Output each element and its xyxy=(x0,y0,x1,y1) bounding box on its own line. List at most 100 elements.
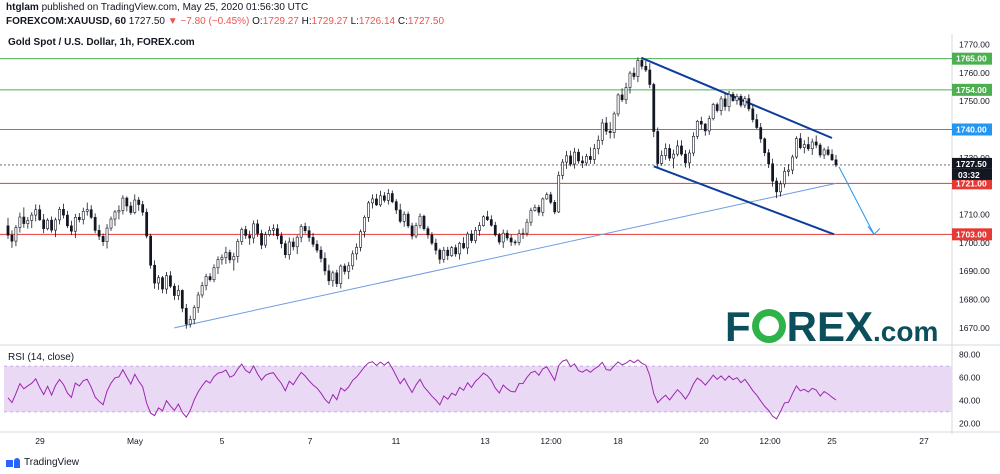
candle-body-down xyxy=(553,202,557,213)
open-value: 1729.27 xyxy=(262,16,299,27)
projection-arrow-head xyxy=(867,226,881,236)
candle-body-down xyxy=(149,235,153,266)
candle-body-down xyxy=(173,285,176,296)
candle-body-up xyxy=(695,120,699,137)
candle-body-down xyxy=(640,60,644,67)
price-level-label: 1754.00 xyxy=(956,85,987,95)
candle-body-down xyxy=(604,122,608,132)
candle-body-down xyxy=(180,290,184,309)
candle-body-up xyxy=(363,217,366,233)
candle-body-down xyxy=(814,141,818,146)
candle-body-down xyxy=(493,224,497,236)
countdown-label-bg xyxy=(952,168,992,180)
candle-body-up xyxy=(299,226,303,238)
candle-body-up xyxy=(442,249,446,260)
candle-body-down xyxy=(315,243,319,251)
candle-body-down xyxy=(97,230,101,237)
candle-body-down xyxy=(771,163,774,182)
candle-body-down xyxy=(763,138,767,154)
candle-body-up xyxy=(192,307,196,320)
close-label: C: xyxy=(397,16,408,27)
candle-body-up xyxy=(367,202,370,218)
candle-body-up xyxy=(616,94,620,115)
low-label: L: xyxy=(350,16,359,27)
candle-body-up xyxy=(450,247,454,256)
time-tick-label: 7 xyxy=(308,436,313,446)
time-tick-label: 29 xyxy=(35,436,45,446)
candle-body-up xyxy=(664,148,668,156)
candle-body-down xyxy=(755,119,759,128)
countdown-label: 03:32 xyxy=(958,170,980,180)
candle-body-down xyxy=(184,307,188,325)
open-label: O: xyxy=(252,16,263,27)
candle-body-down xyxy=(394,201,398,211)
price-level-label-bg xyxy=(952,228,992,241)
candle-body-down xyxy=(430,234,434,244)
rsi-tick-label: 80.00 xyxy=(959,350,981,360)
candle-body-up xyxy=(719,98,723,111)
forex-logo: F REX.com xyxy=(725,306,938,353)
candle-body-up xyxy=(517,233,521,243)
projection-arrow-line xyxy=(838,166,875,235)
candle-body-down xyxy=(125,197,129,207)
candle-body-down xyxy=(283,243,287,256)
price-level-label: 1740.00 xyxy=(956,125,987,135)
candle-body-down xyxy=(723,98,727,107)
candle-body-down xyxy=(569,155,572,165)
candle-body-up xyxy=(822,149,826,156)
logo-dotcom: .com xyxy=(873,316,939,347)
candle-body-down xyxy=(66,214,69,227)
candle-body-up xyxy=(379,195,382,206)
candle-body-up xyxy=(216,259,220,269)
current-price-label: 1727.50 xyxy=(956,159,987,169)
chart-title: Gold Spot / U.S. Dollar, 1h, FOREX.com xyxy=(8,37,195,48)
candle-body-down xyxy=(398,209,402,222)
candle-body-up xyxy=(347,265,351,272)
low-value: 1726.14 xyxy=(358,16,396,27)
candle-body-up xyxy=(287,241,291,256)
candle-body-down xyxy=(739,96,743,106)
candle-body-up xyxy=(30,214,34,221)
candle-body-up xyxy=(691,136,695,154)
candle-body-up xyxy=(810,141,814,150)
candle-body-up xyxy=(688,152,691,164)
candle-body-up xyxy=(743,98,747,106)
candle-body-up xyxy=(113,211,117,220)
candle-body-up xyxy=(628,72,632,88)
candle-body-down xyxy=(38,209,42,221)
candle-body-down xyxy=(153,264,156,284)
candle-body-up xyxy=(268,230,271,235)
candle-body-down xyxy=(169,275,172,287)
candle-body-down xyxy=(588,156,592,160)
channel-lower-line xyxy=(653,165,835,236)
logo-o-icon xyxy=(751,309,786,343)
candle-body-up xyxy=(58,209,61,221)
price-level-label-bg xyxy=(952,83,992,96)
candle-body-down xyxy=(6,225,10,236)
candle-body-up xyxy=(676,145,679,155)
time-tick-label: 12:00 xyxy=(540,436,562,446)
candle-body-up xyxy=(117,210,121,213)
candle-body-up xyxy=(672,153,675,159)
price-level-label-bg xyxy=(952,177,992,190)
candle-body-down xyxy=(485,216,489,220)
candle-body-down xyxy=(260,233,263,246)
candle-body-up xyxy=(339,265,343,284)
candle-body-down xyxy=(323,258,327,272)
time-tick-label: 13 xyxy=(480,436,490,446)
candle-body-down xyxy=(549,194,553,203)
username[interactable]: htglam xyxy=(6,2,39,13)
rsi-band xyxy=(4,366,952,412)
candle-body-down xyxy=(751,108,755,120)
candle-body-up xyxy=(105,227,109,243)
candle-body-up xyxy=(200,285,204,296)
candle-body-down xyxy=(22,216,26,224)
candle-body-down xyxy=(145,211,149,237)
footer[interactable]: TradingView xyxy=(6,457,79,468)
logo-letters-rex: REX xyxy=(786,303,874,350)
candle-body-up xyxy=(81,211,85,220)
candle-body-up xyxy=(466,233,469,249)
candle-body-up xyxy=(596,139,600,150)
rising-trendline xyxy=(174,182,837,329)
